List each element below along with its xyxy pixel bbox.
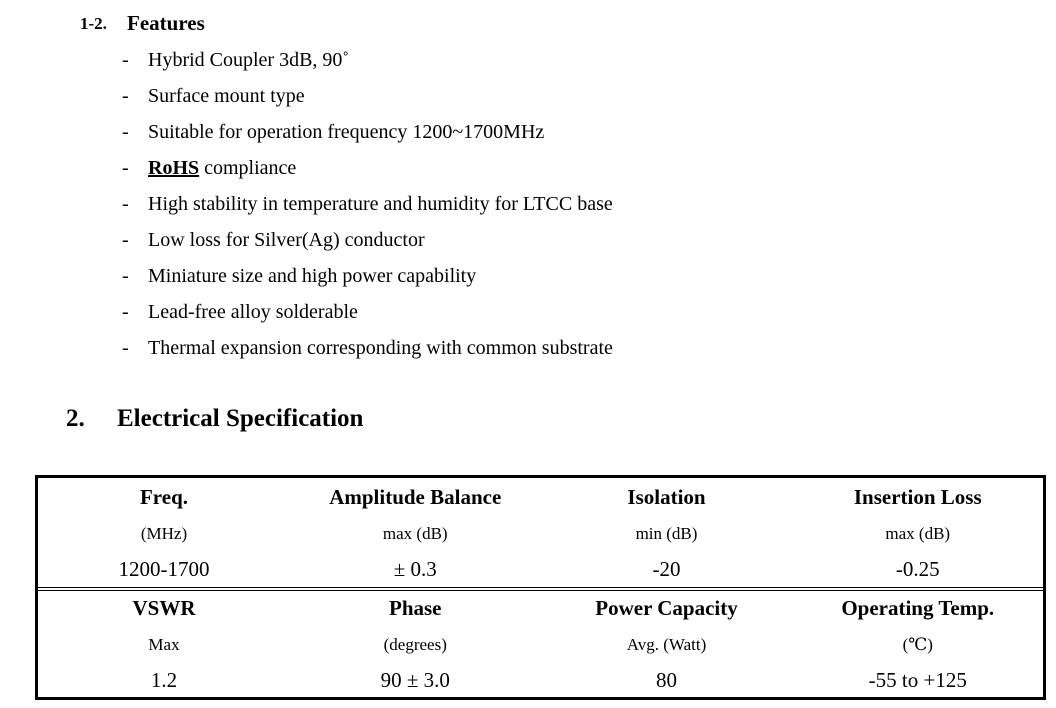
header-cell: Amplitude Balance [329, 485, 502, 509]
header-cell: Freq. [139, 485, 189, 509]
bullet-dash: - [122, 229, 129, 251]
bullet-dash: - [122, 337, 129, 359]
feature-text: Suitable for operation frequency 1200~17… [148, 121, 545, 143]
unit-cell: Avg. (Watt) [626, 635, 707, 654]
unit-cell: (degrees) [383, 635, 447, 654]
feature-text: Surface mount type [148, 85, 305, 107]
bullet-dash: - [122, 301, 129, 323]
bullet-dash: - [122, 193, 129, 215]
feature-item: Thermal expansion corresponding with com… [148, 337, 613, 360]
feature-item: Miniature size and high power capability [148, 265, 476, 288]
value-cell: 80 [656, 668, 677, 692]
block-separator [38, 587, 1043, 591]
value-cell: -55 to +125 [868, 668, 967, 692]
value-cell: 1.2 [150, 668, 178, 692]
bullet-dash: - [122, 49, 129, 71]
value-cell: 1200-1700 [118, 557, 210, 581]
unit-cell: min (dB) [635, 524, 698, 543]
section-number: 1-2. [80, 14, 107, 33]
feature-item: Lead-free alloy solderable [148, 301, 358, 324]
bullet-dash: - [122, 157, 129, 179]
section-title: Electrical Specification [117, 405, 364, 432]
bullet-dash: - [122, 85, 129, 107]
emphasis: RoHS [148, 157, 200, 179]
unit-cell: (℃) [902, 635, 933, 654]
feature-text: High stability in temperature and humidi… [148, 193, 613, 215]
feature-text: compliance [204, 157, 297, 179]
header-cell: Isolation [627, 485, 706, 509]
header-cell: VSWR [132, 596, 196, 620]
bullet-dash: - [122, 265, 129, 287]
feature-text: Miniature size and high power capability [148, 265, 477, 287]
bullet-dash: - [122, 121, 129, 143]
value-cell: 90 ± 3.0 [380, 668, 450, 692]
header-cell: Power Capacity [595, 596, 738, 620]
feature-text: Hybrid Coupler 3dB, 90˚ [148, 49, 350, 71]
header-cell: Phase [389, 596, 442, 620]
feature-item: Surface mount type [148, 85, 305, 108]
feature-text: Lead-free alloy solderable [148, 301, 358, 323]
value-cell: -20 [652, 557, 681, 581]
feature-item: Hybrid Coupler 3dB, 90˚ [148, 49, 349, 72]
feature-text: Low loss for Silver(Ag) conductor [148, 229, 425, 251]
header-cell: Insertion Loss [853, 485, 982, 509]
section-number: 2. [66, 405, 85, 432]
section-title: Features [127, 11, 205, 35]
spec-table: Freq. (MHz) 1200-1700 Amplitude Balance max … [35, 475, 1046, 700]
unit-cell: Max [148, 635, 180, 654]
unit-cell: (MHz) [140, 524, 188, 543]
header-cell: Operating Temp. [841, 596, 995, 620]
feature-item: Low loss for Silver(Ag) conductor [148, 229, 425, 252]
value-cell: ± 0.3 [393, 557, 437, 581]
unit-cell: max (dB) [382, 524, 448, 543]
unit-cell: max (dB) [885, 524, 951, 543]
value-cell: -0.25 [895, 557, 940, 581]
feature-text: Thermal expansion corresponding with com… [148, 337, 613, 359]
feature-item: High stability in temperature and humidi… [148, 193, 613, 216]
feature-item: Suitable for operation frequency 1200~17… [148, 121, 544, 144]
feature-item: RoHS compliance [148, 157, 296, 180]
